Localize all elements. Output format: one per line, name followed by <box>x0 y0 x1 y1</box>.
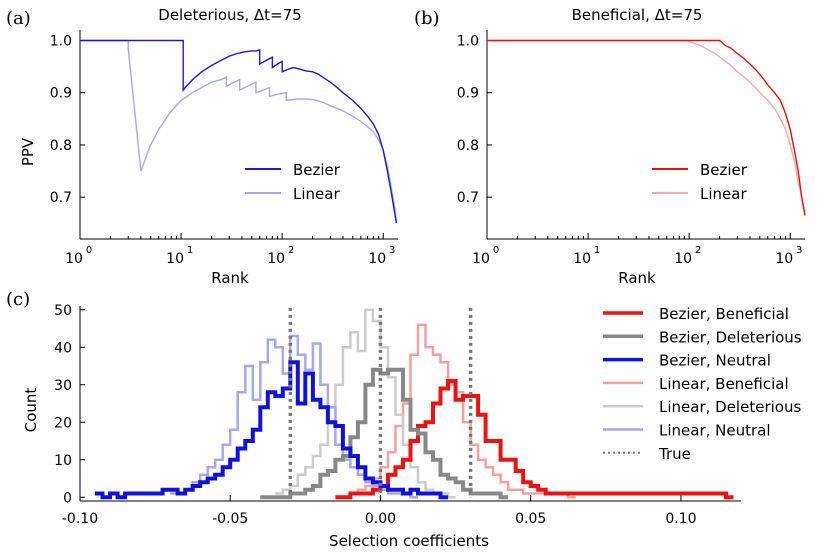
panel-c-y-tick-label: 0 <box>63 490 72 506</box>
panel-a-x-tick-exponent: 2 <box>288 245 294 256</box>
panel-b-x-label: Rank <box>618 269 656 287</box>
histogram-bezier-beneficial <box>335 379 734 500</box>
panel-b-line-linear <box>487 39 806 214</box>
panel-c-x-tick-label: 0.05 <box>515 511 546 527</box>
panel-b-legend-label-bezier: Bezier <box>700 161 748 179</box>
panel-b-beneficial-ppv: (b) Beneficial, Δt=75 Rank 0.7 0.8 0.9 1.0 1… <box>414 6 806 287</box>
panel-c-y-tick-label: 40 <box>54 340 72 356</box>
panel-c-legend-label-bezier-neutral: Bezier, Neutral <box>659 352 771 370</box>
panel-a-title: Deleterious, Δt=75 <box>158 6 301 24</box>
panel-c-histogram: (c) Selection coefficients Count 0 10 20 30… <box>6 289 802 550</box>
panel-c-x-tick-label: -0.05 <box>212 511 248 527</box>
panel-a-y-tick-label: 0.9 <box>50 86 72 102</box>
panel-c-legend-label-linear-deleterious: Linear, Deleterious <box>659 398 801 416</box>
panel-c-y-tick-label: 20 <box>54 415 72 431</box>
panel-c-x-tick-label: -0.10 <box>62 511 98 527</box>
panel-a-x-label: Rank <box>211 269 249 287</box>
panel-b-x-tick-exponent: 3 <box>796 245 802 256</box>
panel-a-x-tick-exponent: 0 <box>86 245 92 256</box>
panel-b-y-tick-label: 0.8 <box>457 138 479 154</box>
panel-a-y-tick-label: 0.8 <box>50 138 72 154</box>
panel-b-x-tick-label: 10 <box>472 251 490 267</box>
panel-a-line-linear <box>80 39 398 221</box>
histogram-bezier-deleterious <box>260 367 509 500</box>
panel-c-x-tick-label: 0.10 <box>665 511 696 527</box>
panel-c-y-tick-label: 10 <box>54 453 72 469</box>
panel-b-x-tick-exponent: 2 <box>695 245 701 256</box>
panel-c-legend-label-linear-beneficial: Linear, Beneficial <box>659 375 789 393</box>
histogram-linear-beneficial <box>350 323 576 499</box>
panel-a-deleterious-ppv: (a) Deleterious, Δt=75 Rank PPV 0.7 0.8 0.… <box>6 6 398 287</box>
panel-b-x-tick-label: 10 <box>674 251 692 267</box>
panel-a-x-tick-exponent: 3 <box>389 245 395 256</box>
panel-c-x-label: Selection coefficients <box>329 532 489 550</box>
panel-a-y-label: PPV <box>19 137 37 166</box>
panel-b-x-tick-label: 10 <box>775 251 793 267</box>
panel-a-x-tick-label: 10 <box>65 251 83 267</box>
panel-a-legend-label-bezier: Bezier <box>293 161 341 179</box>
panel-c-legend-label-bezier-deleterious: Bezier, Deleterious <box>659 328 802 346</box>
panel-a-y-tick-label: 1.0 <box>50 33 72 49</box>
histogram-linear-deleterious <box>275 308 456 499</box>
panel-c-legend-label-bezier-beneficial: Bezier, Beneficial <box>659 305 789 323</box>
panel-a-letter: (a) <box>6 8 31 29</box>
panel-b-line-bezier <box>487 39 806 216</box>
panel-b-y-tick-label: 0.7 <box>457 190 479 206</box>
panel-a-legend-label-linear: Linear <box>293 185 340 203</box>
panel-c-legend-label-true: True <box>658 445 691 463</box>
panel-b-y-tick-label: 1.0 <box>457 33 479 49</box>
panel-c-y-tick-label: 50 <box>54 303 72 319</box>
panel-b-title: Beneficial, Δt=75 <box>572 6 703 24</box>
panel-a-x-tick-label: 10 <box>368 251 386 267</box>
panel-c-y-label: Count <box>22 388 40 433</box>
panel-a-y-tick-label: 0.7 <box>50 190 72 206</box>
panel-b-x-tick-label: 10 <box>573 251 591 267</box>
panel-c-y-tick-label: 30 <box>54 378 72 394</box>
panel-b-x-tick-exponent: 1 <box>594 245 600 256</box>
panel-b-legend-label-linear: Linear <box>700 185 747 203</box>
panel-b-x-tick-exponent: 0 <box>493 245 499 256</box>
panel-a-x-tick-label: 10 <box>166 251 184 267</box>
panel-b-y-tick-label: 0.9 <box>457 86 479 102</box>
panel-a-x-tick-label: 10 <box>267 251 285 267</box>
panel-c-x-tick-label: 0.00 <box>365 511 396 527</box>
panel-b-letter: (b) <box>414 8 440 29</box>
panel-a-x-tick-exponent: 1 <box>187 245 193 256</box>
panel-c-letter: (c) <box>6 289 30 310</box>
panel-c-legend-label-linear-neutral: Linear, Neutral <box>659 422 771 440</box>
panel-a-line-bezier <box>80 39 398 224</box>
